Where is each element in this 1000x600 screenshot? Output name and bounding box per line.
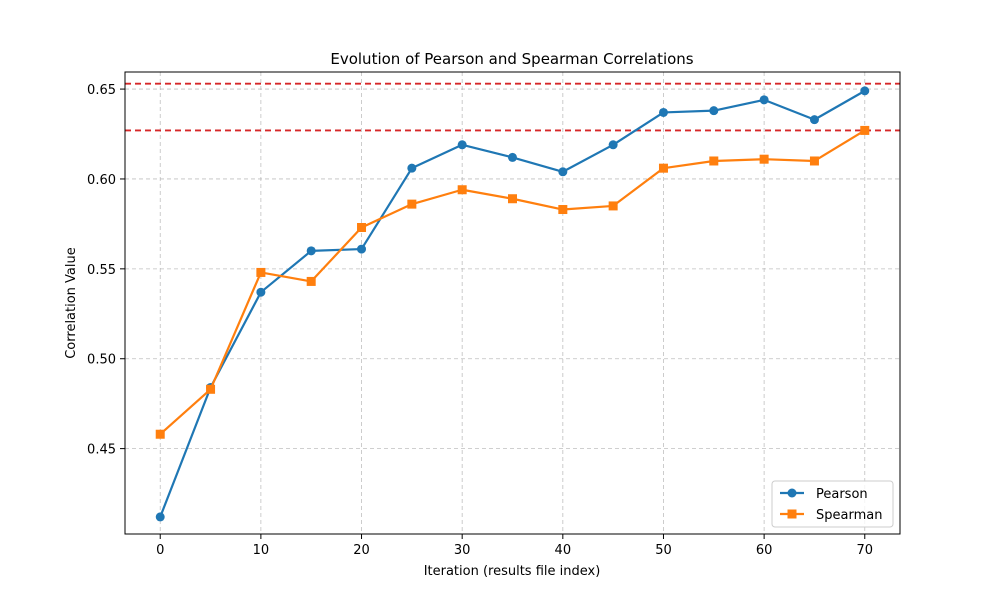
- y-axis-label: Correlation Value: [64, 247, 79, 359]
- x-tick-label: 30: [454, 543, 471, 558]
- data-point-pearson: [357, 244, 367, 254]
- x-tick-label: 20: [353, 543, 370, 558]
- data-point-spearman: [759, 154, 769, 164]
- data-point-pearson: [558, 167, 568, 177]
- data-point-pearson: [306, 246, 316, 256]
- data-point-spearman: [407, 199, 417, 209]
- data-point-pearson: [608, 140, 618, 150]
- x-axis-ticks: 0 10 20 30 40 50 60 70: [156, 534, 873, 558]
- data-point-spearman: [357, 222, 367, 232]
- data-point-pearson: [658, 107, 668, 117]
- x-tick-label: 40: [555, 543, 572, 558]
- legend-label-spearman: Spearman: [816, 508, 882, 523]
- y-tick-label: 0.65: [87, 83, 116, 98]
- y-tick-label: 0.50: [87, 353, 116, 368]
- y-tick-label: 0.55: [87, 263, 116, 278]
- x-axis-label: Iteration (results file index): [424, 564, 601, 579]
- plot-frame: [124, 71, 901, 535]
- reference-lines: [125, 82, 900, 132]
- data-point-pearson: [860, 86, 870, 96]
- data-point-pearson: [508, 152, 517, 162]
- data-point-pearson: [256, 287, 266, 297]
- data-point-spearman: [508, 194, 517, 204]
- data-point-spearman: [558, 205, 568, 215]
- series: [155, 86, 870, 522]
- data-point-spearman: [256, 267, 266, 277]
- data-point-spearman: [709, 156, 719, 166]
- legend-label-pearson: Pearson: [816, 487, 868, 502]
- grid: [125, 72, 900, 534]
- data-point-spearman: [809, 156, 819, 166]
- data-point-spearman: [860, 125, 870, 135]
- data-point-pearson: [709, 106, 719, 116]
- x-tick-label: 50: [655, 543, 672, 558]
- y-tick-label: 0.45: [87, 443, 116, 458]
- chart-title: Evolution of Pearson and Spearman Correl…: [330, 50, 693, 68]
- data-point-spearman: [658, 163, 668, 173]
- data-point-pearson: [809, 115, 819, 125]
- data-point-spearman: [457, 185, 467, 195]
- data-point-spearman: [206, 384, 216, 394]
- data-point-pearson: [155, 512, 165, 522]
- y-axis-ticks: 0.45 0.50 0.55 0.60 0.65: [87, 83, 125, 458]
- data-point-pearson: [407, 163, 417, 173]
- data-point-spearman: [155, 429, 165, 439]
- x-tick-label: 60: [756, 543, 773, 558]
- data-point-spearman: [306, 276, 316, 286]
- legend-marker-spearman: [787, 509, 797, 519]
- x-tick-label: 10: [253, 543, 270, 558]
- x-tick-label: 0: [156, 543, 164, 558]
- x-tick-label: 70: [856, 543, 873, 558]
- data-point-pearson: [759, 95, 769, 105]
- legend: Pearson Spearman: [771, 480, 894, 528]
- y-tick-label: 0.60: [87, 173, 116, 188]
- data-point-spearman: [608, 201, 618, 211]
- data-point-pearson: [457, 140, 467, 150]
- legend-marker-pearson: [787, 488, 797, 498]
